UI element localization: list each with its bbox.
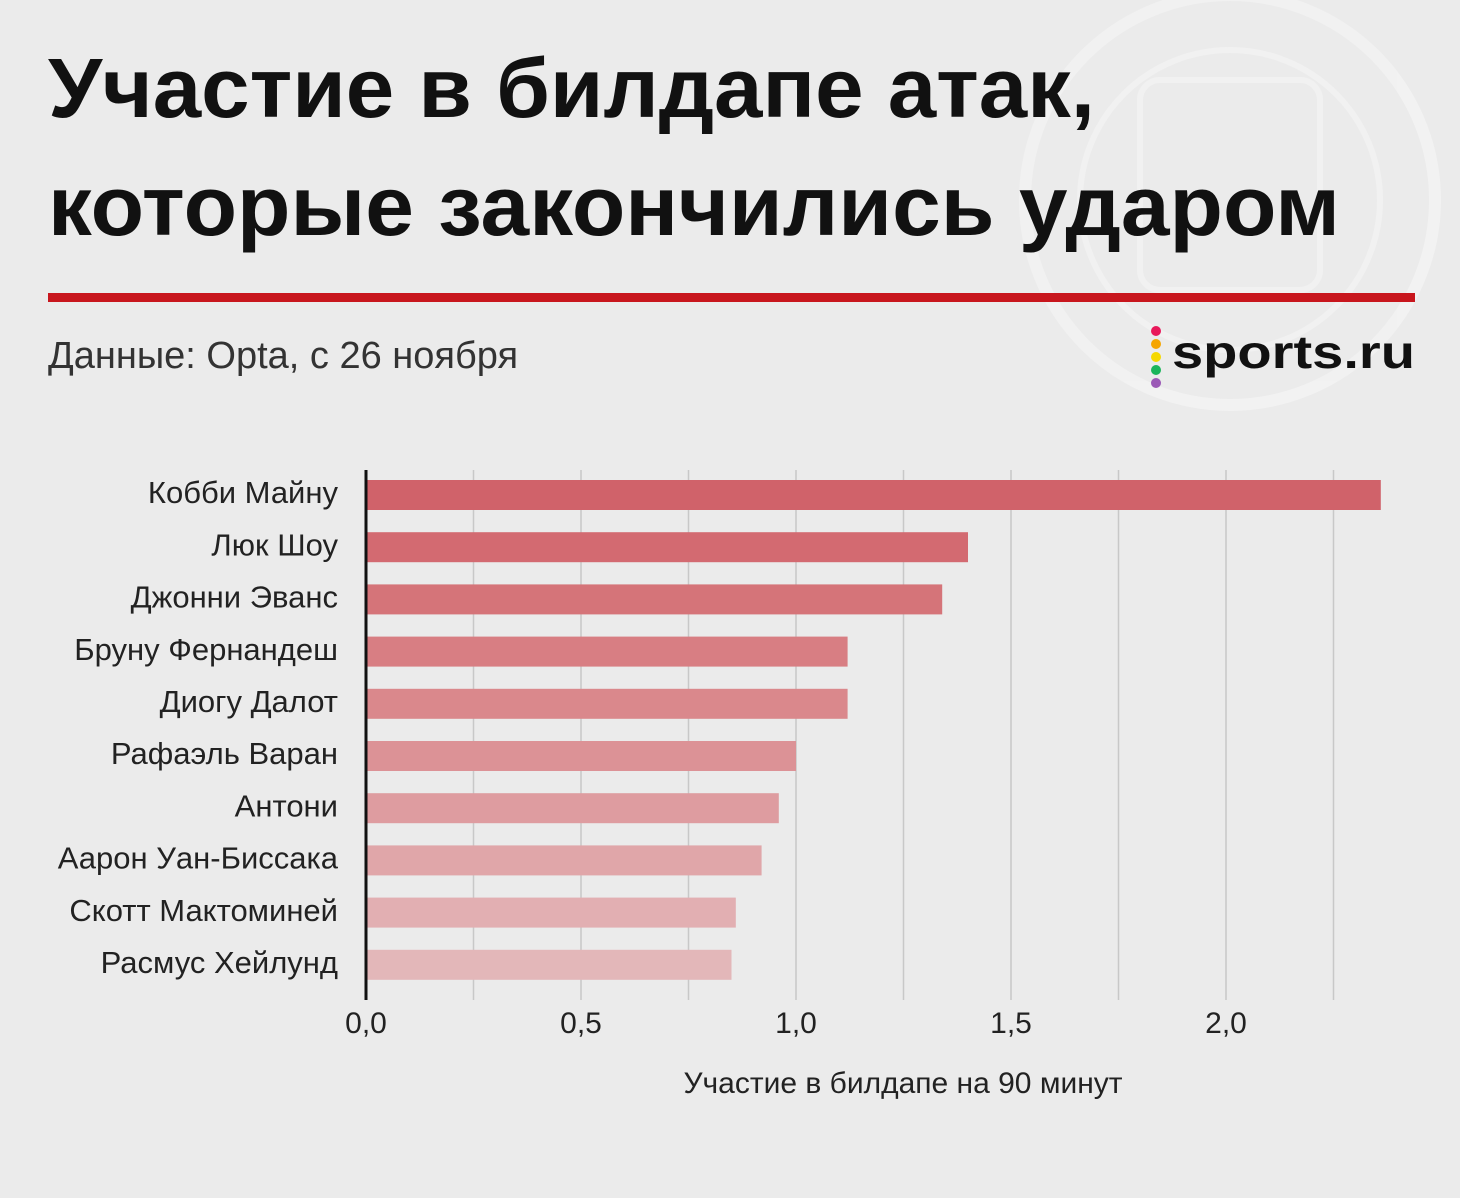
y-tick-label: Аарон Уан-Биссака [58,841,339,876]
bar [366,741,796,771]
brand-logo: sports.ru [1172,326,1415,378]
y-tick-label: Диогу Далот [160,684,338,719]
watermark-ring [1019,0,1441,411]
bar [366,532,968,563]
x-tick-label: 1,5 [990,1007,1032,1040]
y-tick-label: Люк Шоу [211,527,338,562]
bar [366,845,762,876]
y-tick-label: Расмус Хейлунд [101,945,338,980]
logo-dot [1151,352,1161,362]
logo-dot [1151,365,1161,375]
y-tick-label: Бруну Фернандеш [74,632,338,667]
x-tick-label: 0,0 [345,1007,387,1040]
watermark-shield [1137,77,1323,293]
x-axis-label: Участие в билдапе на 90 минут [683,1067,1122,1100]
y-tick-label: Скотт Мактоминей [69,893,338,928]
watermark-ring [1077,47,1383,353]
watermark [1019,0,1441,411]
y-tick-label: Джонни Эванс [131,580,338,615]
x-tick-label: 0,5 [560,1007,602,1040]
bar [366,636,848,667]
chart-title: Участие в билдапе атак, [48,41,1095,135]
bar [366,949,732,980]
y-tick-label: Кобби Майну [148,475,339,510]
y-tick-label: Антони [235,788,338,823]
x-tick-label: 2,0 [1205,1007,1247,1040]
logo-dot [1151,339,1161,349]
logo-dot [1151,326,1161,336]
title-rule [48,293,1415,302]
bar [366,897,736,928]
bar [366,480,1381,510]
x-tick-label: 1,0 [775,1007,817,1040]
chart-title: которые закончились ударом [48,159,1340,253]
bar [366,584,943,615]
y-tick-label: Рафаэль Варан [111,736,338,771]
bar [366,688,848,719]
bar [366,793,779,824]
subtitle: Данные: Opta, с 26 ноября [48,335,518,377]
logo-dot [1151,378,1161,388]
